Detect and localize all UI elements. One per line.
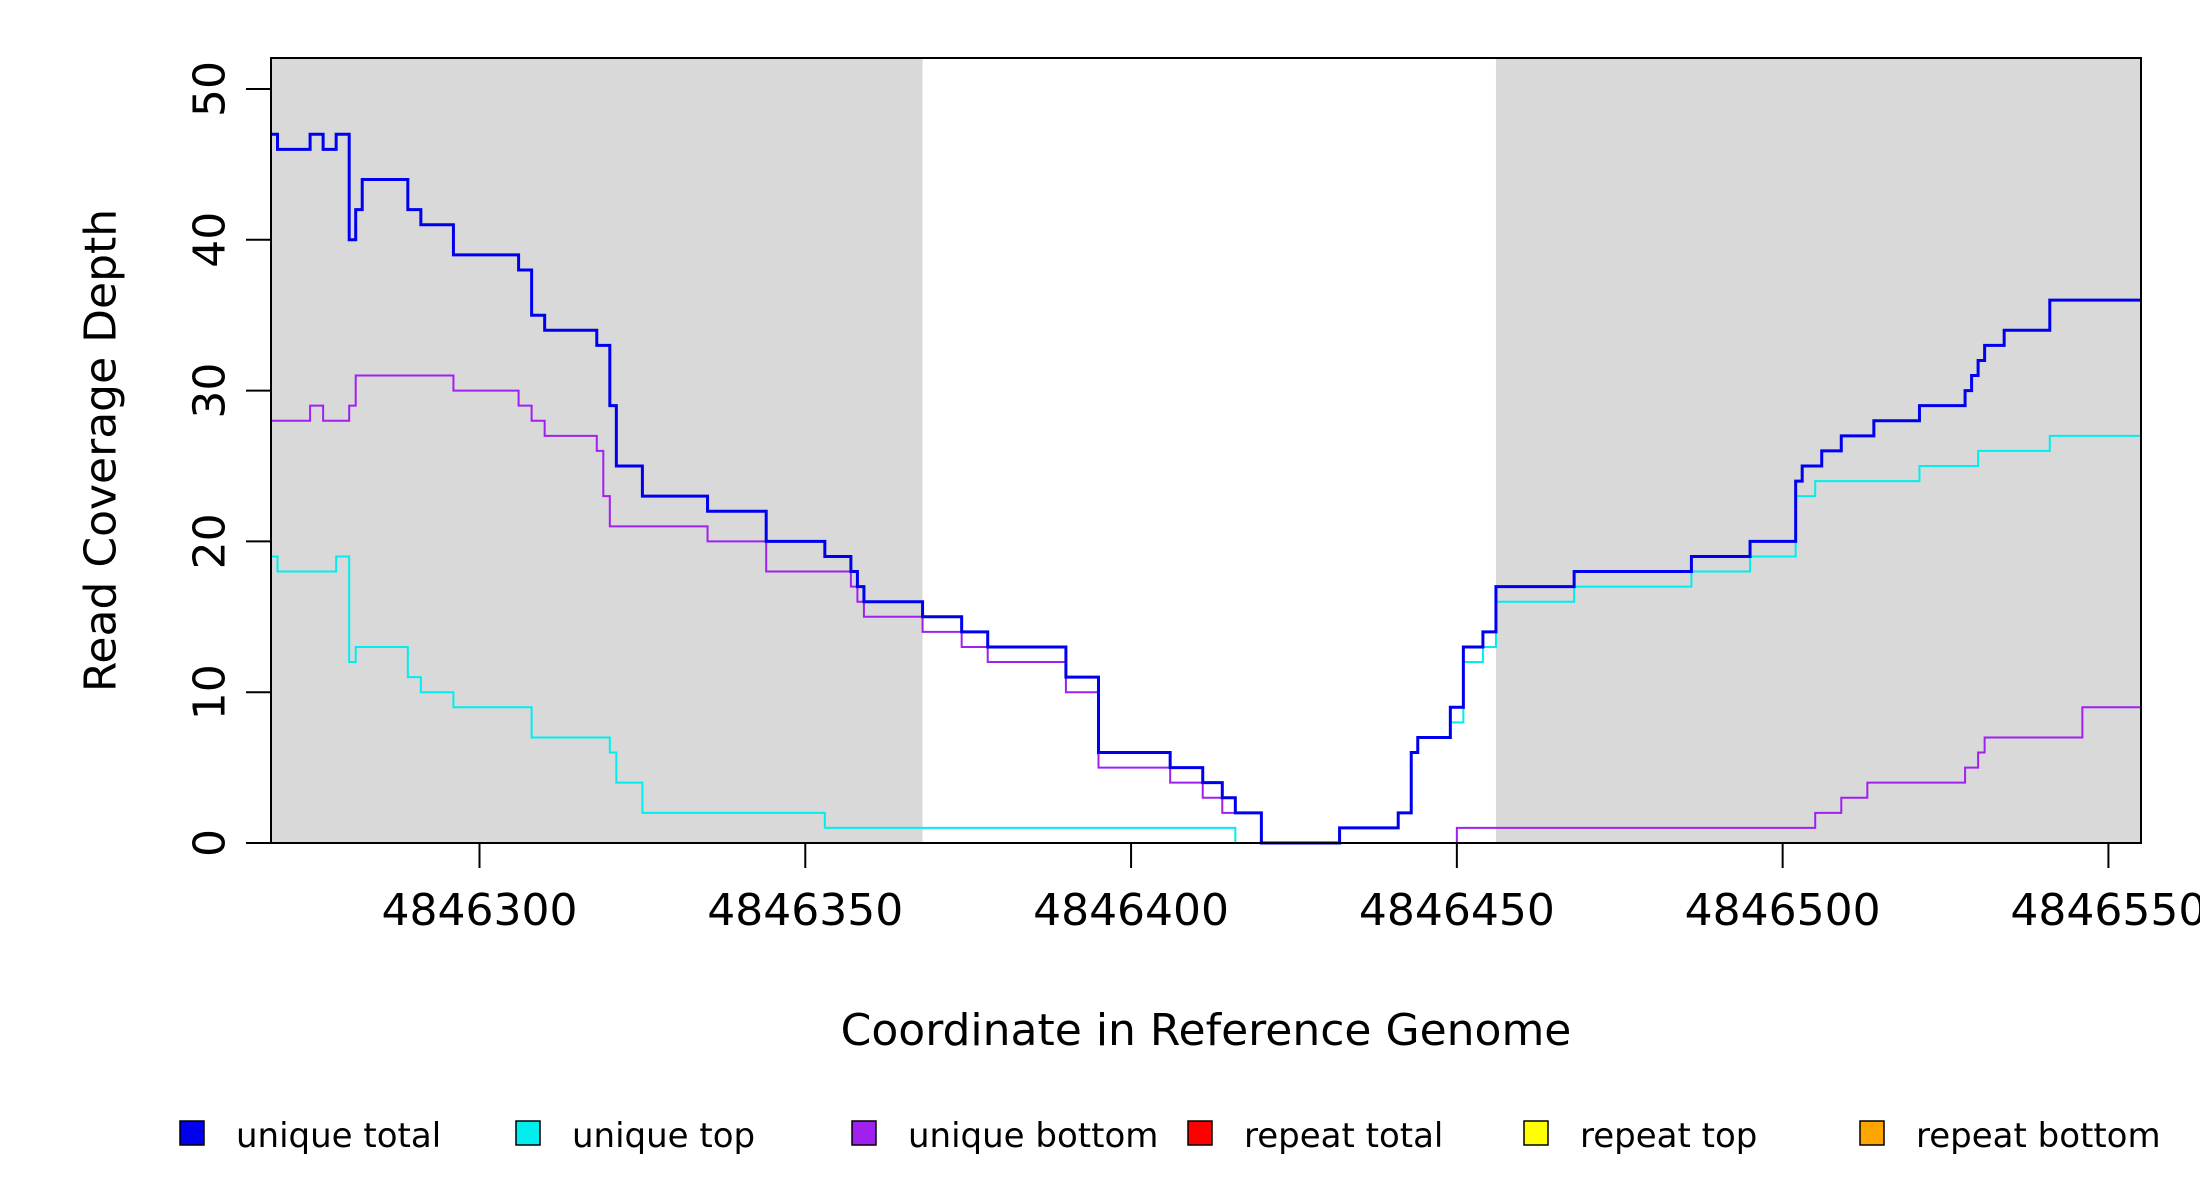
x-tick-label: 4846500 <box>1685 885 1881 936</box>
x-tick-label: 4846300 <box>382 885 578 936</box>
y-axis-title: Read Coverage Depth <box>75 209 126 692</box>
y-tick-label: 10 <box>184 664 235 720</box>
y-tick-label: 0 <box>184 829 235 857</box>
x-axis-title: Coordinate in Reference Genome <box>841 1005 1572 1056</box>
x-tick-label: 4846550 <box>2010 885 2200 936</box>
legend-swatch <box>179 1120 205 1146</box>
y-axis: 0 10 20 30 40 50 <box>184 61 271 857</box>
legend-label: repeat top <box>1580 1116 1757 1156</box>
legend-item-unique-top: unique top <box>515 1116 755 1156</box>
y-tick-label: 30 <box>184 363 235 419</box>
x-tick-label: 4846450 <box>1359 885 1555 936</box>
legend-item-repeat-top: repeat top <box>1523 1116 1757 1156</box>
legend: unique total unique top unique bottom repea… <box>179 1116 2161 1156</box>
legend-swatch <box>515 1120 541 1146</box>
legend-swatch <box>1523 1120 1549 1146</box>
x-axis: 4846300 4846350 4846400 4846450 4846500 48465… <box>382 843 2200 936</box>
y-tick-label: 40 <box>184 212 235 268</box>
legend-item-unique-total: unique total <box>179 1116 441 1156</box>
series-line-unique-total <box>271 132 2141 845</box>
shaded-regions <box>271 58 2141 843</box>
legend-label: repeat total <box>1244 1116 1443 1156</box>
x-tick-label: 4846350 <box>707 885 903 936</box>
legend-item-repeat-total: repeat total <box>1187 1116 1443 1156</box>
legend-item-repeat-bottom: repeat bottom <box>1859 1116 2161 1156</box>
y-tick-label: 20 <box>184 513 235 569</box>
legend-swatch <box>1187 1120 1213 1146</box>
legend-label: repeat bottom <box>1916 1116 2161 1156</box>
legend-swatch <box>851 1120 877 1146</box>
plot-frame <box>270 57 2142 844</box>
series-line-unique-bottom <box>271 374 2141 844</box>
legend-label: unique total <box>236 1116 441 1156</box>
legend-label: unique top <box>572 1116 755 1156</box>
y-tick-label: 50 <box>184 61 235 117</box>
x-tick-label: 4846400 <box>1033 885 1229 936</box>
legend-swatch <box>1859 1120 1885 1146</box>
legend-item-unique-bottom: unique bottom <box>851 1116 1158 1156</box>
legend-label: unique bottom <box>908 1116 1158 1156</box>
